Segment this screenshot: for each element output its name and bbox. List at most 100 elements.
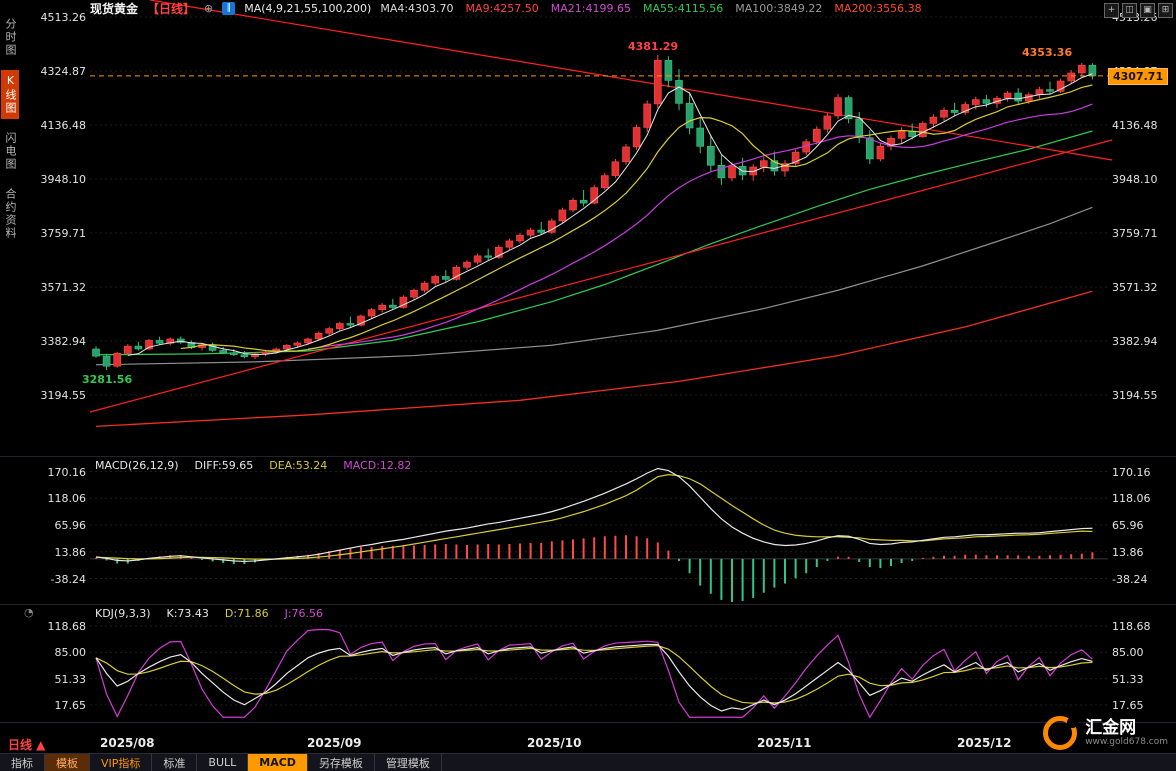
candle — [505, 240, 514, 248]
kdj-lines — [95, 629, 1093, 719]
kdj-header: KDJ(9,3,3) K:73.43 D:71.86 J:76.56 — [95, 607, 323, 620]
candle — [335, 323, 344, 329]
candle — [643, 103, 652, 128]
ma200-line — [95, 290, 1093, 428]
macd-axis-label: 170.16 — [1112, 465, 1151, 479]
candle — [1014, 92, 1023, 102]
price-axis-label: 3382.94 — [40, 334, 87, 348]
tab-standard[interactable]: 标准 — [152, 754, 198, 771]
price-axis-label: 3759.71 — [40, 226, 87, 240]
kdj-axis-label: 85.00 — [54, 646, 87, 660]
kdj-axis-label: 51.33 — [54, 672, 87, 686]
tab-manage-template[interactable]: 管理模板 — [375, 754, 442, 771]
candle — [823, 115, 832, 130]
tab-bull[interactable]: BULL — [197, 754, 249, 771]
j-line — [95, 629, 1093, 719]
candle — [653, 60, 662, 105]
candle — [728, 166, 736, 179]
x-axis-month-label: 2025/10 — [527, 736, 582, 750]
macd-axis-label: 170.16 — [47, 465, 87, 479]
x-axis-month-label: 2025/12 — [957, 736, 1012, 750]
candle — [537, 229, 546, 233]
candle — [378, 304, 387, 311]
site-watermark: 汇金网 www.gold678.com — [1043, 716, 1168, 750]
candle — [579, 199, 588, 204]
candle — [547, 220, 556, 233]
symbol-name: 现货黄金 — [90, 2, 139, 16]
kline-style-icon[interactable]: ∥ — [222, 2, 236, 15]
candle — [240, 354, 249, 358]
candle — [876, 146, 885, 160]
add-indicator-icon[interactable]: ⊕ — [204, 2, 214, 15]
watermark-url: www.gold678.com — [1085, 737, 1168, 747]
sidebar-item-kline-chart[interactable]: K线图 — [1, 70, 19, 119]
period-selector[interactable]: 日线 ▲ — [8, 738, 46, 752]
kdj-d-value: D:71.86 — [224, 607, 269, 620]
macd-header: MACD(26,12,9) DIFF:59.65 DEA:53.24 MACD:… — [95, 459, 411, 472]
macd-axis-label: 118.06 — [47, 492, 87, 506]
candle — [706, 146, 715, 166]
candle — [473, 255, 482, 263]
candle — [929, 116, 938, 124]
candle — [865, 137, 874, 160]
price-axis-label: 3194.55 — [40, 388, 87, 402]
candle — [855, 118, 864, 139]
tab-save-template[interactable]: 另存模板 — [308, 754, 375, 771]
candle — [812, 128, 821, 143]
ma4-line — [127, 73, 1093, 356]
sidebar-item-time-chart[interactable]: 分时图 — [4, 18, 17, 57]
candle — [982, 99, 991, 104]
candle — [950, 109, 959, 113]
candle — [1056, 80, 1065, 92]
candle — [1046, 89, 1054, 92]
tab-indicator[interactable]: 指标 — [0, 754, 45, 771]
tab-vip-indicator[interactable]: VIP指标 — [90, 754, 153, 771]
trend-lines — [89, 0, 1113, 413]
kdj-title: KDJ(9,3,3) — [95, 607, 151, 620]
sidebar-item-flash-chart[interactable]: 闪电图 — [4, 132, 17, 171]
candle — [463, 261, 471, 268]
candle — [1078, 64, 1086, 74]
diff-line — [95, 467, 1093, 563]
candle — [664, 60, 673, 81]
candle — [282, 344, 291, 350]
tab-template[interactable]: 模板 — [45, 754, 90, 771]
candle — [696, 127, 705, 147]
candle — [431, 276, 440, 284]
candle — [940, 109, 948, 118]
ma-value-label: MA9:4257.50 — [465, 2, 539, 15]
candle — [1035, 89, 1044, 96]
candle — [759, 160, 768, 168]
ma-settings-label[interactable]: MA(4,9,21,55,100,200) — [244, 2, 372, 15]
x-axis-month-label: 2025/09 — [307, 736, 362, 750]
kdj-settings-icon[interactable]: ◔ — [24, 606, 34, 619]
candle — [600, 175, 609, 188]
new-window-icon[interactable]: + — [1104, 3, 1119, 18]
candle — [834, 97, 842, 117]
layout-icon[interactable]: ⊞ — [1158, 3, 1173, 18]
ma-overlays — [95, 130, 1093, 428]
candle — [410, 289, 418, 298]
price-axis-label: 4136.48 — [1112, 118, 1158, 132]
ma-value-label: MA21:4199.65 — [550, 2, 631, 15]
price-axis-label: 3571.32 — [1112, 280, 1158, 294]
ma21-line — [307, 103, 1093, 350]
candle — [441, 276, 450, 280]
candle — [632, 127, 641, 148]
candle — [484, 255, 493, 258]
candle — [367, 309, 376, 317]
price-axis-label: 3194.55 — [1112, 388, 1158, 402]
sidebar-item-contract-info[interactable]: 合约资料 — [4, 188, 17, 240]
ma-value-label: MA100:3849.22 — [735, 2, 823, 15]
macd-title: MACD(26,12,9) — [95, 459, 179, 472]
tab-macd[interactable]: MACD — [248, 754, 308, 771]
ma-value-label: MA4:4303.70 — [380, 2, 454, 15]
price-axis-label: 3948.10 — [1112, 172, 1158, 186]
macd-lines — [95, 467, 1093, 563]
d-line — [95, 645, 1093, 704]
split-view-icon[interactable]: ◫ — [1122, 3, 1137, 18]
grid-view-icon[interactable]: ▣ — [1140, 3, 1155, 18]
macd-axis-label: 13.86 — [54, 545, 87, 559]
candle — [717, 164, 726, 179]
